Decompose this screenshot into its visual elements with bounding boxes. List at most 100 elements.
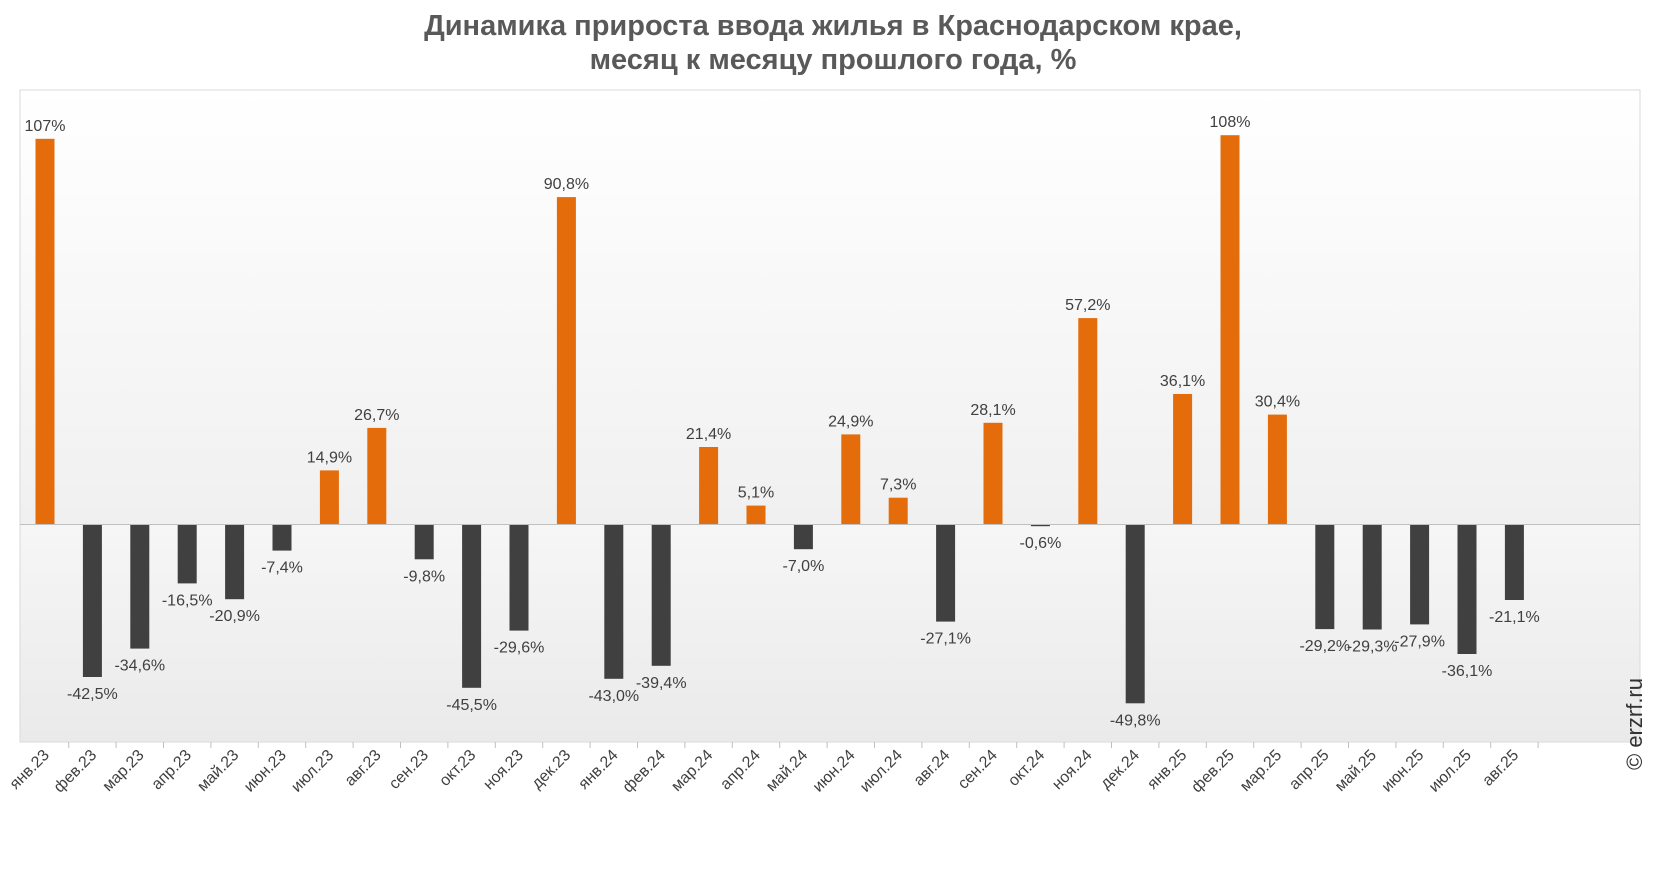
data-label-мар.24: 21,4% [686, 426, 731, 443]
bar-дек.24 [1125, 524, 1145, 704]
data-label-янв.23: 107% [25, 118, 66, 135]
data-label-июл.24: 7,3% [880, 477, 916, 494]
x-tick-label-июл.23: июл.23 [288, 747, 337, 796]
bar-фев.23 [82, 524, 102, 677]
bar-авг.24 [936, 524, 956, 622]
bar-май.25 [1362, 524, 1382, 630]
bar-апр.23 [177, 524, 197, 584]
data-label-окт.24: -0,6% [1020, 535, 1062, 552]
x-tick-label-дек.23: дек.23 [529, 747, 575, 793]
chart-title-line1: Динамика прироста ввода жилья в Краснода… [424, 10, 1242, 42]
x-tick-label-ноя.24: ноя.24 [1049, 747, 1095, 793]
data-label-апр.24: 5,1% [738, 485, 774, 502]
data-label-фев.23: -42,5% [67, 686, 118, 703]
x-tick-label-авг.25: авг.25 [1479, 747, 1522, 790]
data-label-июл.23: 14,9% [307, 449, 352, 466]
bar-мар.24 [699, 447, 719, 524]
data-label-июн.23: -7,4% [261, 560, 303, 577]
bar-июл.23 [319, 470, 339, 524]
bar-мар.23 [130, 524, 150, 649]
bar-май.24 [793, 524, 813, 550]
x-tick-label-апр.24: апр.24 [717, 747, 764, 794]
x-tick-label-янв.24: янв.24 [575, 747, 621, 793]
x-tick-label-фев.24: фев.24 [620, 747, 669, 796]
x-tick-label-окт.24: окт.24 [1005, 747, 1048, 790]
bar-фев.25 [1220, 135, 1240, 524]
data-label-мар.25: 30,4% [1255, 394, 1300, 411]
bar-окт.23 [462, 524, 482, 688]
data-label-окт.23: -45,5% [446, 697, 497, 714]
x-tick-label-мар.23: мар.23 [100, 747, 148, 795]
data-label-апр.25: -29,2% [1299, 638, 1350, 655]
bar-апр.25 [1315, 524, 1335, 630]
data-label-янв.25: 36,1% [1160, 373, 1205, 390]
bar-янв.25 [1173, 394, 1193, 524]
data-label-июн.24: 24,9% [828, 413, 873, 430]
x-tick-label-авг.23: авг.23 [342, 747, 385, 790]
data-label-сен.23: -9,8% [403, 568, 445, 585]
plot-area-border [19, 89, 1641, 743]
bar-янв.23 [35, 138, 55, 525]
copyright-text: © erzrf.ru [1622, 678, 1647, 770]
x-tick-label-май.25: май.25 [1332, 747, 1380, 795]
bar-июн.25 [1410, 524, 1430, 625]
chart-title-line2: месяц к месяцу прошлого года, % [589, 44, 1077, 76]
bar-янв.24 [604, 524, 624, 679]
plot-area-top [20, 90, 1640, 524]
bar-июн.24 [841, 434, 861, 524]
x-tick-label-фев.23: фев.23 [51, 747, 100, 796]
bar-июл.24 [888, 497, 908, 524]
x-tick-label-фев.25: фев.25 [1188, 747, 1237, 796]
data-label-дек.24: -49,8% [1110, 712, 1161, 729]
bar-мар.25 [1267, 414, 1287, 524]
data-label-июл.25: -36,1% [1442, 663, 1493, 680]
data-label-авг.23: 26,7% [354, 407, 399, 424]
x-tick-label-авг.24: авг.24 [911, 747, 954, 790]
data-label-авг.24: -27,1% [920, 631, 971, 648]
x-tick-label-июн.25: июн.25 [1379, 747, 1428, 796]
bar-сен.23 [414, 524, 434, 560]
bar-май.23 [225, 524, 245, 600]
x-tick-label-окт.23: окт.23 [436, 747, 479, 790]
bar-авг.25 [1504, 524, 1524, 600]
data-label-янв.24: -43,0% [588, 688, 639, 705]
data-label-мар.23: -34,6% [114, 658, 165, 675]
x-tick-label-июн.24: июн.24 [810, 747, 859, 796]
x-tick-label-апр.25: апр.25 [1286, 747, 1333, 794]
data-label-май.24: -7,0% [783, 558, 825, 575]
x-tick-label-мар.25: мар.25 [1237, 747, 1285, 795]
data-label-июн.25: -27,9% [1394, 633, 1445, 650]
data-label-фев.24: -39,4% [636, 675, 687, 692]
x-tick-label-май.23: май.23 [194, 747, 242, 795]
x-tick-label-июн.23: июн.23 [241, 747, 290, 796]
bar-фев.24 [651, 524, 671, 666]
x-tick-label-июл.25: июл.25 [1426, 747, 1475, 796]
bar-сен.24 [983, 422, 1003, 524]
bar-ноя.24 [1078, 318, 1098, 524]
bar-июн.23 [272, 524, 292, 551]
data-label-авг.25: -21,1% [1489, 609, 1540, 626]
bar-апр.24 [746, 505, 766, 524]
x-tick-label-ноя.23: ноя.23 [480, 747, 526, 793]
data-label-фев.25: 108% [1210, 114, 1251, 131]
x-tick-label-май.24: май.24 [763, 747, 811, 795]
x-tick-label-сен.23: сен.23 [386, 747, 432, 793]
x-tick-label-апр.23: апр.23 [149, 747, 196, 794]
x-tick-label-янв.25: янв.25 [1144, 747, 1190, 793]
data-label-май.25: -29,3% [1347, 639, 1398, 656]
data-label-ноя.24: 57,2% [1065, 297, 1110, 314]
data-label-дек.23: 90,8% [544, 176, 589, 193]
data-label-апр.23: -16,5% [162, 592, 213, 609]
x-tick-label-сен.24: сен.24 [955, 747, 1001, 793]
bar-авг.23 [367, 427, 387, 524]
bar-ноя.23 [509, 524, 529, 631]
data-label-ноя.23: -29,6% [494, 640, 545, 657]
bar-дек.23 [556, 197, 576, 524]
bar-июл.25 [1457, 524, 1477, 654]
data-label-май.23: -20,9% [209, 608, 260, 625]
data-label-сен.24: 28,1% [970, 402, 1015, 419]
bar-окт.24 [1030, 524, 1050, 527]
x-tick-label-июл.24: июл.24 [857, 747, 906, 796]
x-tick-label-мар.24: мар.24 [668, 747, 716, 795]
